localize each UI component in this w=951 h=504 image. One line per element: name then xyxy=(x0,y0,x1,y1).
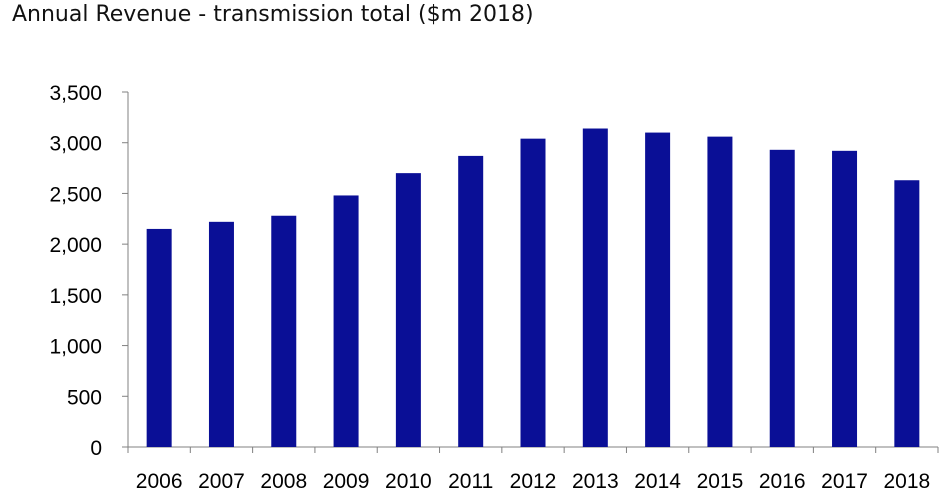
bar-2006 xyxy=(146,228,172,447)
bars xyxy=(146,128,920,448)
bar-2009 xyxy=(333,195,359,447)
bar-2015 xyxy=(707,136,733,447)
bar-2012 xyxy=(520,138,546,447)
bar-2010 xyxy=(395,173,421,447)
x-tick-label: 2006 xyxy=(136,470,183,493)
bar-2018 xyxy=(894,180,920,447)
y-tick-label: 1,500 xyxy=(49,285,102,308)
x-tick-label: 2018 xyxy=(883,470,930,493)
bar-2008 xyxy=(271,215,297,447)
x-tick-label: 2012 xyxy=(510,470,557,493)
y-tick-label: 2,000 xyxy=(49,234,102,257)
y-tick-label: 0 xyxy=(90,437,102,460)
bar-2013 xyxy=(582,128,608,447)
x-tick-label: 2014 xyxy=(634,470,681,493)
bar-2017 xyxy=(832,150,858,448)
x-tick-label: 2011 xyxy=(448,470,493,493)
chart-title: Annual Revenue - transmission total ($m … xyxy=(12,2,534,27)
y-tick-label: 500 xyxy=(67,386,102,409)
bar-2007 xyxy=(208,221,234,447)
x-tick-label: 2009 xyxy=(323,470,370,493)
y-tick-label: 3,000 xyxy=(49,133,102,156)
x-tick-label: 2016 xyxy=(759,470,806,493)
y-tick-label: 3,500 xyxy=(49,82,102,105)
x-tick-label: 2010 xyxy=(385,470,432,493)
y-tick-label: 2,500 xyxy=(49,183,102,206)
bar-2011 xyxy=(458,155,484,447)
x-tick-label: 2008 xyxy=(260,470,307,493)
y-tick-label: 1,000 xyxy=(49,336,102,359)
x-tick-label: 2015 xyxy=(697,470,744,493)
bar-2016 xyxy=(769,149,795,448)
y-axis-ticks: 0 500 1,000 1,500 2,000 2,500 3,000 3,500 xyxy=(49,82,128,460)
x-tick-label: 2017 xyxy=(821,470,868,493)
x-tick-label: 2013 xyxy=(572,470,619,493)
bar-2014 xyxy=(645,132,671,448)
x-axis-ticks: 2006 2007 2008 2009 2010 2011 2012 2013 2014 2015… xyxy=(127,447,939,493)
x-tick-label: 2007 xyxy=(198,470,245,493)
